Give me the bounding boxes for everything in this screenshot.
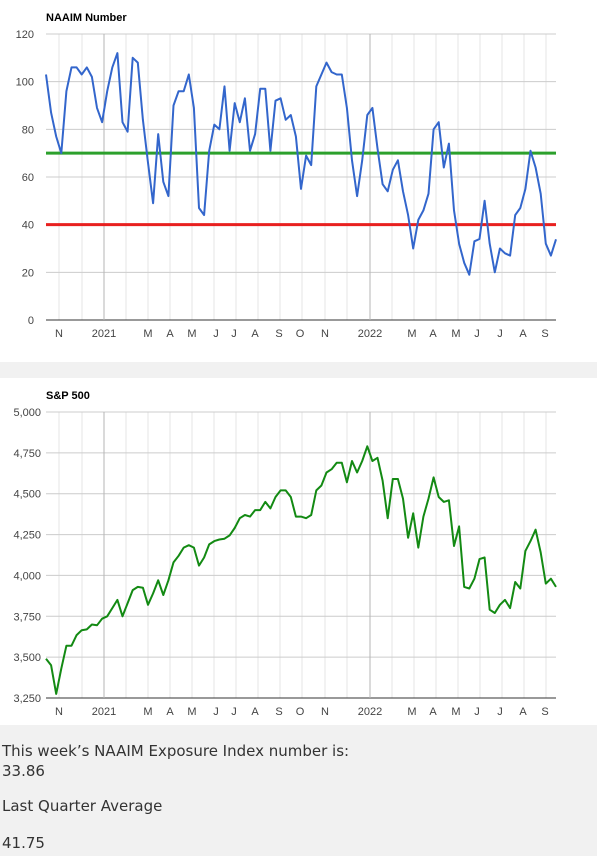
chart-title: S&P 500 <box>46 390 90 402</box>
x-tick-label: J <box>474 706 480 718</box>
x-tick-label: N <box>55 706 63 718</box>
weekly-index-label: This week’s NAAIM Exposure Index number … <box>2 742 350 760</box>
x-tick-label: J <box>213 328 219 340</box>
x-tick-label: O <box>296 706 305 718</box>
sp500-chart: S&P 500 3,250 3,500 3,750 4,000 4,250 4,500 4,7… <box>13 390 557 718</box>
x-tick-label: A <box>429 328 437 340</box>
x-tick-label: S <box>275 706 282 718</box>
chart-title: NAAIM Number <box>46 12 127 24</box>
x-tick-label: S <box>541 706 548 718</box>
y-tick-label: 4,500 <box>13 489 41 501</box>
quarter-average-value: 41.75 <box>2 834 45 852</box>
x-tick-label: J <box>497 706 503 718</box>
x-tick-label: J <box>213 706 219 718</box>
y-tick-label: 120 <box>16 29 34 41</box>
x-tick-label: M <box>407 706 416 718</box>
x-tick-label: A <box>519 328 527 340</box>
quarter-average-label: Last Quarter Average <box>2 797 163 815</box>
x-tick-label: J <box>497 328 503 340</box>
x-tick-label: A <box>166 328 174 340</box>
x-tick-label: A <box>251 328 259 340</box>
y-tick-label: 40 <box>22 220 34 232</box>
y-tick-label: 0 <box>28 315 34 327</box>
sp500-chart-panel: S&P 500 3,250 3,500 3,750 4,000 4,250 4,500 4,7… <box>0 378 597 725</box>
x-tick-label: M <box>187 706 196 718</box>
x-tick-label: N <box>55 328 63 340</box>
x-tick-label: M <box>407 328 416 340</box>
x-tick-label: J <box>474 328 480 340</box>
x-tick-label: 2022 <box>358 706 382 718</box>
x-tick-label: N <box>321 328 329 340</box>
x-tick-label: M <box>187 328 196 340</box>
x-tick-label: S <box>275 328 282 340</box>
y-tick-label: 20 <box>22 267 34 279</box>
y-tick-label: 3,250 <box>13 693 41 705</box>
y-tick-label: 80 <box>22 124 34 136</box>
series-line <box>45 445 557 695</box>
y-tick-label: 3,500 <box>13 652 41 664</box>
x-tick-label: N <box>321 706 329 718</box>
x-tick-label: A <box>519 706 527 718</box>
x-tick-label: J <box>231 706 237 718</box>
x-tick-label: 2022 <box>358 328 382 340</box>
y-tick-label: 4,000 <box>13 570 41 582</box>
x-tick-label: M <box>143 328 152 340</box>
x-tick-label: O <box>296 328 305 340</box>
x-tick-label: A <box>251 706 259 718</box>
x-tick-label: S <box>541 328 548 340</box>
x-tick-label: A <box>429 706 437 718</box>
x-tick-label: 2021 <box>92 328 116 340</box>
y-tick-label: 60 <box>22 172 34 184</box>
y-tick-label: 100 <box>16 77 34 89</box>
y-tick-label: 4,250 <box>13 530 41 542</box>
x-tick-label: M <box>451 328 460 340</box>
x-tick-label: J <box>231 328 237 340</box>
x-tick-label: A <box>166 706 174 718</box>
y-tick-label: 3,750 <box>13 611 41 623</box>
x-tick-label: 2021 <box>92 706 116 718</box>
weekly-index-value: 33.86 <box>2 762 45 780</box>
x-tick-label: M <box>143 706 152 718</box>
y-tick-label: 4,750 <box>13 448 41 460</box>
x-tick-label: M <box>451 706 460 718</box>
series-line <box>45 52 557 276</box>
y-tick-label: 5,000 <box>13 407 41 419</box>
naaim-chart-panel: NAAIM Number 0 20 40 60 80 100 120 N 2021 M A M J J A S O… <box>0 0 597 362</box>
